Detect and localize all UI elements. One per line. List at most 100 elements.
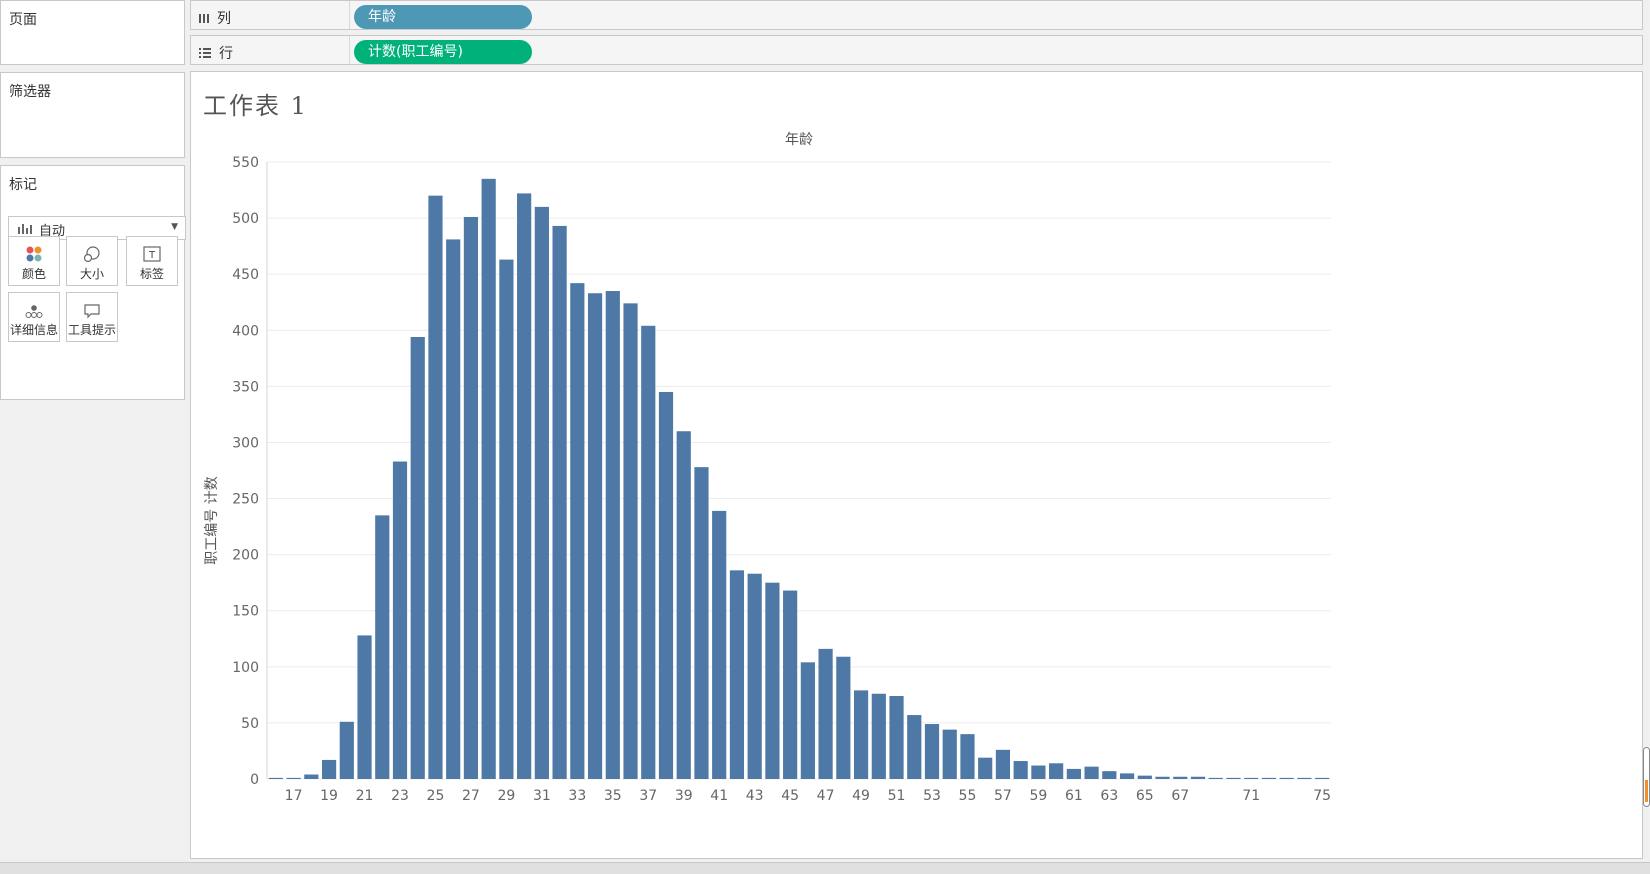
x-tick-label: 21 xyxy=(356,788,374,804)
bar[interactable] xyxy=(995,749,1011,779)
columns-shelf-header: 列 xyxy=(199,8,231,28)
rows-pill[interactable]: 计数(职工编号) xyxy=(354,40,532,64)
bar[interactable] xyxy=(587,293,603,779)
bar[interactable] xyxy=(765,582,780,779)
sheet-title: 工作表 1 xyxy=(203,92,308,120)
bar[interactable] xyxy=(1208,777,1223,779)
bar[interactable] xyxy=(978,757,993,779)
y-tick-label: 500 xyxy=(232,211,259,227)
x-tick-label: 33 xyxy=(568,788,586,804)
mark-type-label: 自动 xyxy=(39,224,66,239)
bar[interactable] xyxy=(339,721,354,779)
bar[interactable] xyxy=(499,259,514,780)
bar[interactable] xyxy=(1244,777,1259,779)
rows-shelf-header: 行 xyxy=(199,43,233,63)
pages-title: 页面 xyxy=(9,12,37,28)
y-tick-label: 550 xyxy=(232,155,259,171)
bar[interactable] xyxy=(481,178,496,779)
bar[interactable] xyxy=(747,573,762,779)
bar[interactable] xyxy=(889,695,904,779)
bar[interactable] xyxy=(871,693,886,779)
bar[interactable] xyxy=(1084,766,1099,779)
bar[interactable] xyxy=(960,734,975,779)
bar[interactable] xyxy=(800,662,815,779)
x-tick-label: 43 xyxy=(746,788,764,804)
scrollbar[interactable] xyxy=(1643,747,1650,807)
bar[interactable] xyxy=(783,590,798,779)
bar[interactable] xyxy=(410,337,425,779)
bar[interactable] xyxy=(570,283,585,779)
x-tick-label: 51 xyxy=(888,788,906,804)
bar[interactable] xyxy=(676,431,691,779)
bar[interactable] xyxy=(321,759,337,779)
bar-chart-icon xyxy=(18,224,32,234)
bar[interactable] xyxy=(907,715,922,779)
y-tick-label: 300 xyxy=(232,435,259,451)
bar[interactable] xyxy=(1297,777,1312,779)
bar[interactable] xyxy=(1315,777,1330,779)
bar[interactable] xyxy=(286,777,301,779)
x-tick-label: 19 xyxy=(320,788,338,804)
scrollbar-thumb[interactable] xyxy=(1645,780,1648,802)
x-tick-label: 61 xyxy=(1065,788,1083,804)
bar[interactable] xyxy=(1066,768,1081,779)
bar[interactable] xyxy=(1102,771,1117,779)
bar[interactable] xyxy=(552,225,567,780)
filters-card[interactable]: 筛选器 xyxy=(0,72,185,158)
bar[interactable] xyxy=(534,206,549,779)
bar[interactable] xyxy=(1261,777,1277,779)
bar[interactable] xyxy=(836,656,851,779)
x-tick-label: 47 xyxy=(817,788,835,804)
rows-shelf-label: 行 xyxy=(219,46,233,62)
bar[interactable] xyxy=(375,515,390,779)
tooltip-button[interactable]: 工具提示 xyxy=(66,292,118,342)
color-dots-icon xyxy=(26,246,42,262)
color-label: 颜色 xyxy=(21,267,46,281)
bar[interactable] xyxy=(924,724,940,779)
bar[interactable] xyxy=(517,193,532,780)
bar[interactable] xyxy=(1119,773,1135,779)
worksheet-view[interactable]: 工作表 1 0 50 100 150 200 250 300 350 400 450 500 550 1… xyxy=(190,71,1643,859)
color-button[interactable]: 颜色 xyxy=(8,236,60,286)
bar[interactable] xyxy=(1049,763,1064,779)
bar[interactable] xyxy=(729,570,745,779)
y-tick-label: 100 xyxy=(232,660,259,676)
bar[interactable] xyxy=(392,461,408,779)
bar[interactable] xyxy=(1137,775,1152,779)
bar[interactable] xyxy=(1173,776,1188,779)
bar[interactable] xyxy=(641,325,656,779)
bar-chart[interactable]: 0 50 100 150 200 250 300 350 400 450 500 550 17 19 21 2… xyxy=(191,72,1641,858)
bar[interactable] xyxy=(853,690,869,779)
bar[interactable] xyxy=(1279,777,1294,779)
bar[interactable] xyxy=(1226,777,1241,779)
bar[interactable] xyxy=(1155,776,1170,779)
bar[interactable] xyxy=(428,195,443,779)
bar[interactable] xyxy=(357,635,372,779)
columns-pill[interactable]: 年龄 xyxy=(354,5,532,29)
x-tick-label: 49 xyxy=(852,788,870,804)
bar[interactable] xyxy=(605,291,620,779)
columns-shelf[interactable]: 列 年龄 xyxy=(190,0,1643,30)
x-tick-label: 41 xyxy=(710,788,728,804)
bar[interactable] xyxy=(268,777,283,779)
label-label: 标签 xyxy=(139,267,164,281)
rows-shelf[interactable]: 行 计数(职工编号) xyxy=(190,35,1643,65)
label-button[interactable]: T 标签 xyxy=(126,236,178,286)
bar[interactable] xyxy=(1013,761,1028,779)
bar[interactable] xyxy=(446,239,461,779)
bar[interactable] xyxy=(658,391,674,779)
bar[interactable] xyxy=(712,510,727,779)
bar[interactable] xyxy=(304,774,319,779)
bar[interactable] xyxy=(942,729,957,779)
shelf-divider xyxy=(349,36,350,64)
detail-button[interactable]: 详细信息 xyxy=(8,292,60,342)
bar[interactable] xyxy=(623,303,638,779)
tooltip-bubble-icon xyxy=(84,304,100,319)
bar[interactable] xyxy=(463,216,479,779)
bar[interactable] xyxy=(1031,765,1046,779)
size-button[interactable]: 大小 xyxy=(66,236,118,286)
bar[interactable] xyxy=(694,467,709,779)
columns-icon xyxy=(199,14,209,23)
bar[interactable] xyxy=(818,648,833,779)
bar[interactable] xyxy=(1190,776,1206,779)
